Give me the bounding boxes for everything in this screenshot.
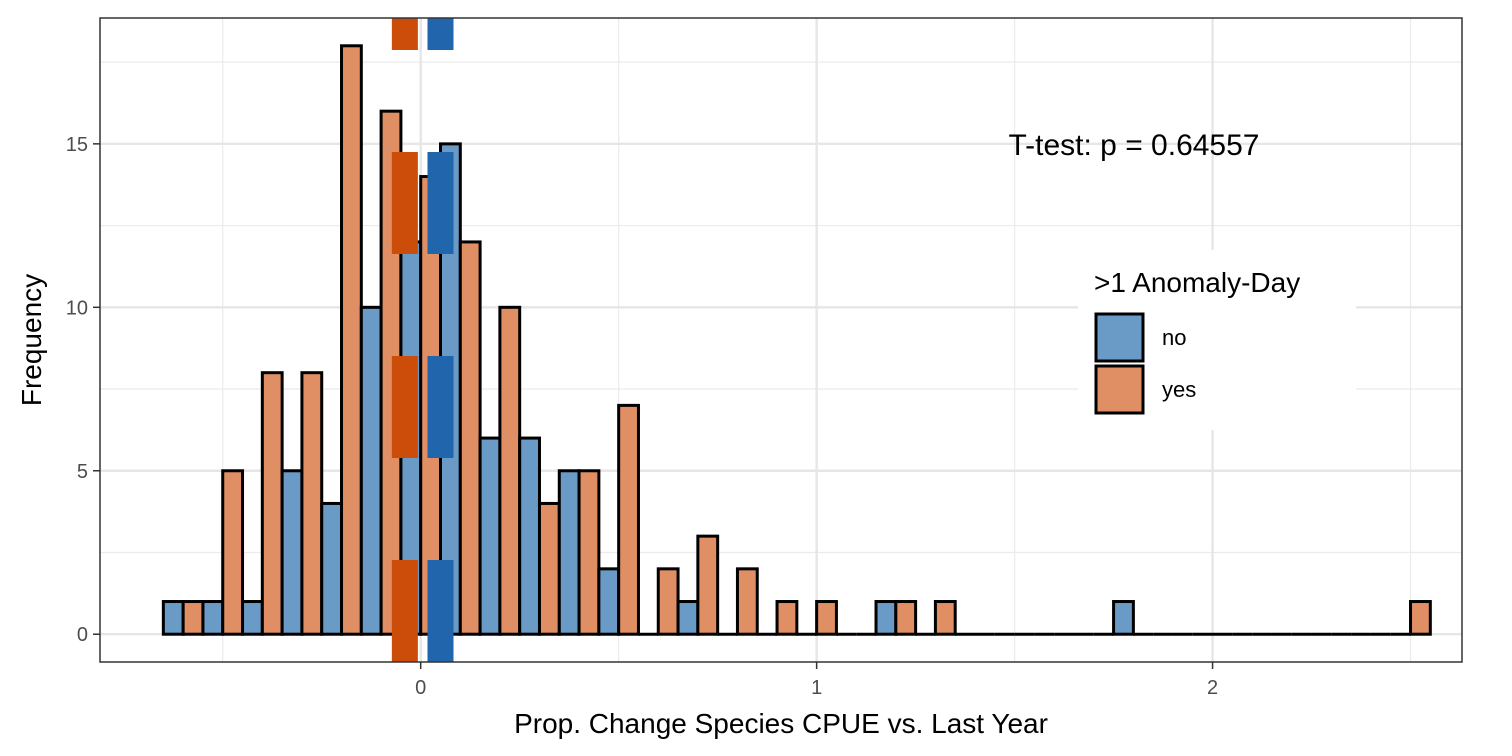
legend-label-no: no [1162, 325, 1186, 350]
bar-no [478, 436, 502, 636]
y-tick-label: 0 [77, 624, 88, 646]
bar-yes [815, 600, 838, 636]
bar-yes [300, 371, 324, 636]
bar-yes [1409, 600, 1432, 636]
bar-yes [656, 567, 680, 636]
bar-no [241, 600, 264, 636]
bar-no [320, 501, 344, 636]
bar-no [676, 600, 700, 636]
legend-key-no [1094, 312, 1145, 363]
bar-yes [617, 403, 640, 636]
bar-no [161, 600, 185, 636]
bar-yes [933, 600, 957, 636]
y-tick-label: 10 [66, 297, 88, 319]
ttest-annotation: T-test: p = 0.64557 [1008, 129, 1259, 162]
bar-yes [735, 567, 759, 636]
bar-no [1112, 600, 1135, 636]
x-axis-title: Prop. Change Species CPUE vs. Last Year [514, 708, 1048, 739]
bar-no [201, 600, 225, 636]
bar-yes [181, 600, 205, 636]
bar-yes [458, 240, 482, 636]
bar-yes [775, 600, 799, 636]
bar-yes [894, 600, 918, 636]
bar-yes [577, 469, 601, 636]
bar-yes [696, 534, 720, 636]
bar-yes [260, 371, 284, 636]
bar-no [359, 305, 383, 636]
bar-yes [340, 44, 363, 636]
bar-yes [537, 501, 561, 636]
x-tick-label: 1 [811, 677, 822, 699]
legend-key-yes [1094, 364, 1145, 415]
y-tick-label: 5 [77, 461, 88, 483]
bar-no [518, 436, 541, 636]
bar-yes [498, 305, 522, 636]
bar-no [597, 567, 621, 636]
y-tick-label: 15 [66, 134, 88, 156]
x-tick-label: 2 [1207, 677, 1218, 699]
bar-yes [221, 469, 245, 636]
legend-title: >1 Anomaly-Day [1094, 267, 1300, 298]
y-axis-title: Frequency [16, 274, 47, 406]
legend-label-yes: yes [1162, 377, 1196, 402]
plot-border [99, 17, 1463, 663]
bar-no [557, 469, 581, 636]
x-tick-label: 0 [415, 677, 426, 699]
bar-no [280, 469, 304, 636]
bar-no [874, 600, 898, 636]
